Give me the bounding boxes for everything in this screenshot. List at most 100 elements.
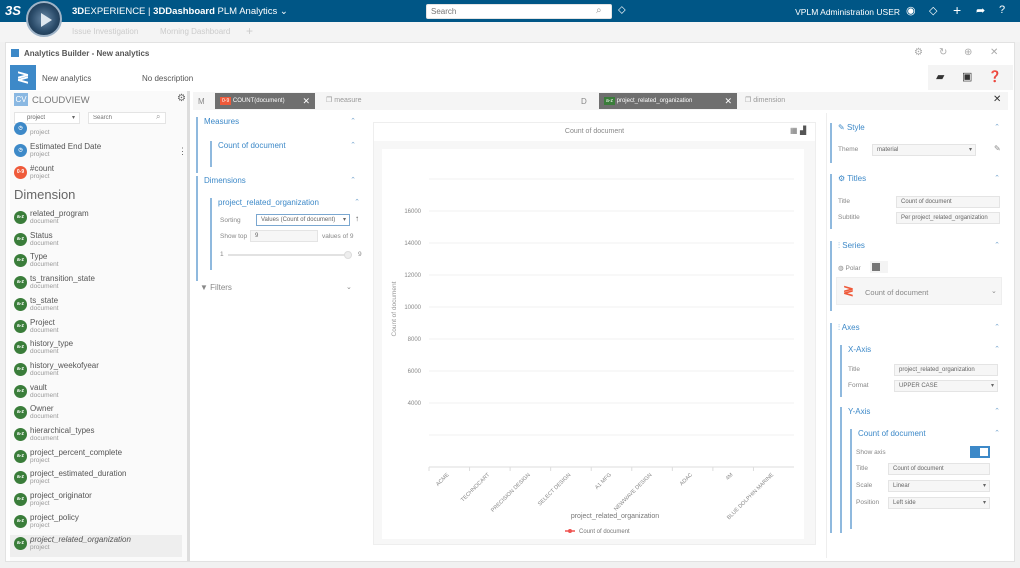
collapse-icon[interactable]: ⌃ xyxy=(354,199,360,206)
tag-icon[interactable]: ⬦ xyxy=(618,4,626,16)
dimension-item-label[interactable]: project_related_organization xyxy=(218,198,319,207)
tab-morning-dashboard[interactable]: Morning Dashboard xyxy=(160,27,231,36)
measure-field[interactable]: ◷ project xyxy=(14,120,186,142)
measure-field[interactable]: 0-9 #count project xyxy=(14,164,186,186)
dimension-field[interactable]: a-z Status document xyxy=(14,231,186,253)
slider-handle[interactable] xyxy=(344,251,352,259)
series-header[interactable]: ⫶ Series xyxy=(838,241,865,250)
series-item[interactable]: ≷ Count of document ⌄ xyxy=(836,277,1002,305)
analytics-description[interactable]: No description xyxy=(142,74,194,83)
measure-item-label[interactable]: Count of document xyxy=(218,141,286,150)
scale-select[interactable]: Linear ▾ xyxy=(888,480,990,492)
dimension-field[interactable]: a-z related_program document xyxy=(14,209,186,231)
collapse-icon[interactable]: ⌃ xyxy=(350,142,356,149)
app-title[interactable]: 3DEXPERIENCE | 3DDashboard PLM Analytics… xyxy=(72,6,288,17)
dimension-field[interactable]: a-z project_originator project xyxy=(14,491,186,513)
dimension-field[interactable]: a-z history_weekofyear document xyxy=(14,361,186,383)
dimension-field[interactable]: a-z Type document xyxy=(14,252,186,274)
dimension-field[interactable]: a-z project_policy project xyxy=(14,513,186,535)
collapse-icon[interactable]: ⌃ xyxy=(994,242,1000,249)
show-top-input[interactable]: 9 xyxy=(250,230,318,242)
dimension-placeholder[interactable]: ❐ dimension xyxy=(745,97,786,104)
measure-field[interactable]: ◷ Estimated End Date project xyxy=(14,142,186,164)
settings-icon[interactable]: ⚙ xyxy=(177,93,186,104)
collapse-icon[interactable]: ⌃ xyxy=(994,124,1000,131)
tab-issue-investigation[interactable]: Issue Investigation xyxy=(72,27,139,36)
show-axis-toggle[interactable] xyxy=(970,446,990,458)
polar-toggle[interactable] xyxy=(870,261,888,273)
compass-icon[interactable] xyxy=(26,1,62,37)
style-header[interactable]: ✎ Style xyxy=(838,123,865,132)
dimension-field[interactable]: a-z Project document xyxy=(14,318,186,340)
dimension-field[interactable]: a-z project_estimated_duration project xyxy=(14,469,186,491)
user-icon[interactable]: ◉ xyxy=(906,5,916,17)
dimension-field[interactable]: a-z Owner document xyxy=(14,404,186,426)
x-axis-header[interactable]: X-Axis xyxy=(848,345,872,354)
dimension-field[interactable]: a-z history_type document xyxy=(14,339,186,361)
search-input[interactable] xyxy=(426,4,612,19)
dimension-chip[interactable]: a-z project_related_organization ✕ xyxy=(599,93,737,109)
y-axis-header[interactable]: Y-Axis xyxy=(848,407,871,416)
sidebar-search-input[interactable] xyxy=(88,112,166,124)
maximize-icon[interactable]: ⊕ xyxy=(964,47,973,58)
remove-measure-icon[interactable]: ✕ xyxy=(302,96,310,106)
filters-header[interactable]: ▼ Filters xyxy=(200,283,232,292)
collapse-icon[interactable]: ⌃ xyxy=(994,324,1000,331)
expand-icon[interactable]: ⌄ xyxy=(991,288,997,295)
collapse-icon[interactable]: ⌃ xyxy=(994,408,1000,415)
dimension-field[interactable]: a-z project_related_organization project xyxy=(10,534,182,557)
remove-dimension-icon[interactable]: ✕ xyxy=(724,96,732,106)
user-name[interactable]: VPLM Administration USER xyxy=(795,7,900,17)
edit-theme-icon[interactable]: ✎ xyxy=(994,144,1001,153)
help-icon[interactable]: ? xyxy=(999,4,1006,16)
dimension-field[interactable]: a-z vault document xyxy=(14,383,186,405)
more-options-icon[interactable]: ⋮ xyxy=(178,146,187,156)
top-slider[interactable] xyxy=(228,251,352,259)
clear-zones-icon[interactable]: ✕ xyxy=(993,94,1002,105)
analytics-name[interactable]: New analytics xyxy=(42,74,92,83)
plus-icon[interactable]: + xyxy=(953,2,962,18)
dimension-field[interactable]: a-z hierarchical_types document xyxy=(14,426,186,448)
refresh-icon[interactable]: ↻ xyxy=(939,47,948,58)
folder-icon[interactable]: ▰ xyxy=(936,71,945,83)
search-icon[interactable]: ⌕ xyxy=(156,112,161,121)
measure-chip[interactable]: 0-9 COUNT(document) ✕ xyxy=(215,93,315,109)
dimension-field[interactable]: a-z ts_state document xyxy=(14,296,186,318)
theme-select[interactable]: material ▾ xyxy=(872,144,976,156)
close-widget-icon[interactable]: ✕ xyxy=(990,47,999,58)
y-axis-item-label[interactable]: Count of document xyxy=(858,429,926,438)
collapse-icon[interactable]: ⌃ xyxy=(994,175,1000,182)
table-view-icon[interactable]: ▦ xyxy=(790,126,798,135)
titles-header[interactable]: ⚙ Titles xyxy=(838,174,867,183)
help-circle-icon[interactable]: ❓ xyxy=(988,71,1002,83)
position-select[interactable]: Left side ▾ xyxy=(888,497,990,509)
gear-icon[interactable]: ⚙ xyxy=(914,47,923,58)
add-tab-icon[interactable]: + xyxy=(246,24,254,38)
collapse-icon[interactable]: ⌃ xyxy=(350,118,356,125)
save-icon[interactable]: ▣ xyxy=(962,71,973,83)
measure-placeholder[interactable]: ❐ measure xyxy=(326,97,362,104)
dimension-field[interactable]: a-z ts_transition_state document xyxy=(14,274,186,296)
collapse-icon[interactable]: ⌃ xyxy=(350,177,356,184)
legend-item[interactable]: Count of document xyxy=(565,529,630,535)
sorting-select[interactable]: Values (Count of document) ▾ xyxy=(256,214,350,226)
dimensions-header[interactable]: Dimensions xyxy=(204,176,246,185)
search-icon[interactable]: ⌕ xyxy=(596,5,602,16)
chart-view-icon[interactable]: ▟ xyxy=(800,126,807,135)
x-title-input[interactable]: project_related_organization xyxy=(894,364,998,376)
axes-header[interactable]: ⫶ Axes xyxy=(838,323,860,332)
measures-header[interactable]: Measures xyxy=(204,117,240,126)
comment-icon[interactable]: ◇ xyxy=(929,5,938,17)
y-title-input[interactable]: Count of document xyxy=(888,463,990,475)
properties-panel: ✎ Style ⌃ Theme material ▾ ✎ ⚙ Titles ⌃ Tit… xyxy=(826,113,1006,558)
subtitle-input[interactable]: Per project_related_organization xyxy=(896,212,1000,224)
sort-direction-icon[interactable]: ↑ xyxy=(355,214,359,223)
type-filter-select[interactable]: project ▾ xyxy=(14,112,80,124)
format-select[interactable]: UPPER CASE ▾ xyxy=(894,380,998,392)
collapse-icon[interactable]: ⌃ xyxy=(994,346,1000,353)
share-icon[interactable]: ➦ xyxy=(976,5,986,17)
expand-icon[interactable]: ⌄ xyxy=(346,284,352,291)
collapse-icon[interactable]: ⌃ xyxy=(994,430,1000,437)
dimension-field[interactable]: a-z project_percent_complete project xyxy=(14,448,186,470)
title-input[interactable]: Count of document xyxy=(896,196,1000,208)
